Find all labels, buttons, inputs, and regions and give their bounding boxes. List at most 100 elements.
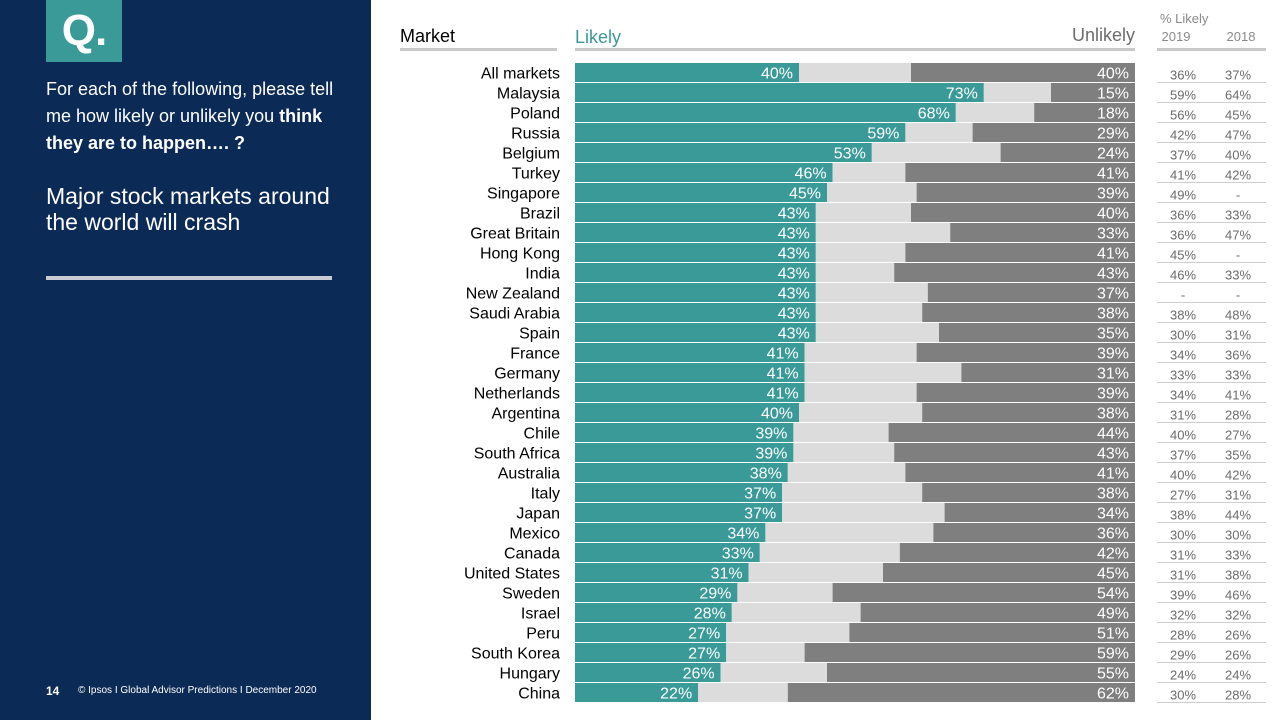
market-label: Peru [526, 626, 560, 643]
neutral-bar [827, 183, 917, 202]
market-label: Turkey [512, 166, 560, 183]
market-label: Brazil [520, 206, 560, 223]
neutral-bar [720, 663, 827, 682]
likely-bar [575, 503, 783, 522]
bars-header-rule [575, 48, 1135, 51]
likely-value-label: 59% [867, 126, 899, 143]
unlikely-bar [1051, 83, 1135, 102]
market-header-rule [400, 48, 557, 51]
neutral-bar [815, 223, 951, 242]
likely-2018-value: 33% [1225, 548, 1251, 563]
likely-2018-value: 64% [1225, 88, 1251, 103]
unlikely-bar [804, 643, 1135, 662]
neutral-bar [748, 563, 883, 582]
market-label: All markets [481, 66, 560, 83]
likely-2019-value: 46% [1170, 268, 1196, 283]
unlikely-bar [905, 243, 1135, 262]
question-text: For each of the following, please tell m… [46, 76, 346, 157]
unlikely-bar [950, 223, 1135, 242]
unlikely-header: Unlikely [1071, 25, 1135, 45]
likely-bar [575, 463, 788, 482]
market-label: Italy [531, 486, 560, 503]
likely-2018-value: 38% [1225, 568, 1251, 583]
market-label: Hungary [500, 666, 560, 683]
neutral-bar [815, 283, 928, 302]
neutral-bar [793, 423, 889, 442]
unlikely-value-label: 55% [1097, 666, 1129, 683]
likely-2018-value: 35% [1225, 448, 1251, 463]
likely-2018-value: 31% [1225, 328, 1251, 343]
likely-2019-value: 27% [1170, 488, 1196, 503]
likely-bar [575, 603, 732, 622]
unlikely-bar [849, 623, 1135, 642]
neutral-bar [804, 383, 917, 402]
likely-bar [575, 63, 799, 82]
unlikely-bar [905, 463, 1135, 482]
likely-value-label: 37% [744, 506, 776, 523]
unlikely-value-label: 43% [1097, 266, 1129, 283]
likely-2019-value: 32% [1170, 608, 1196, 623]
likely-value-label: 39% [755, 446, 787, 463]
likely-2018-value: - [1236, 288, 1240, 303]
neutral-bar [804, 343, 917, 362]
neutral-bar [726, 623, 850, 642]
likely-2018-value: 42% [1225, 468, 1251, 483]
market-label: France [510, 346, 560, 363]
likely-2019-value: 59% [1170, 88, 1196, 103]
likely-2018-value: 47% [1225, 228, 1251, 243]
likely-header: Likely [575, 27, 622, 47]
unlikely-value-label: 33% [1097, 226, 1129, 243]
likely-2018-value: 33% [1225, 208, 1251, 223]
market-header: Market [400, 26, 456, 46]
likely-bar [575, 383, 805, 402]
likely-bar [575, 423, 794, 442]
unlikely-bar [860, 603, 1135, 622]
unlikely-bar [1034, 103, 1135, 122]
unlikely-bar [905, 163, 1135, 182]
likely-bar [575, 223, 816, 242]
unlikely-value-label: 45% [1097, 566, 1129, 583]
unlikely-bar [961, 363, 1135, 382]
likely-bar [575, 563, 749, 582]
likely-2019-value: 30% [1170, 688, 1196, 703]
likely-bar [575, 623, 727, 642]
market-label: Canada [504, 546, 560, 563]
unlikely-value-label: 49% [1097, 606, 1129, 623]
unlikely-bar [894, 443, 1135, 462]
likely-value-label: 41% [767, 366, 799, 383]
neutral-bar [726, 643, 805, 662]
unlikely-value-label: 54% [1097, 586, 1129, 603]
likely-bar [575, 203, 816, 222]
unlikely-value-label: 38% [1097, 406, 1129, 423]
unlikely-value-label: 38% [1097, 306, 1129, 323]
market-label: Spain [519, 326, 560, 343]
likely-2019-value: 56% [1170, 108, 1196, 123]
likely-2018-value: 26% [1225, 648, 1251, 663]
likely-bar [575, 143, 872, 162]
market-label: Great Britain [470, 226, 560, 243]
unlikely-value-label: 31% [1097, 366, 1129, 383]
market-label: United States [464, 566, 560, 583]
market-label: Russia [511, 126, 560, 143]
market-label: Malaysia [497, 86, 560, 103]
likely-2019-value: 36% [1170, 208, 1196, 223]
unlikely-value-label: 39% [1097, 346, 1129, 363]
likely-bar [575, 163, 833, 182]
unlikely-value-label: 62% [1097, 686, 1129, 703]
likely-bar [575, 243, 816, 262]
unlikely-bar [939, 323, 1135, 342]
likely-2019-value: 34% [1170, 388, 1196, 403]
unlikely-bar [1000, 143, 1135, 162]
likely-value-label: 43% [778, 306, 810, 323]
market-label: South Korea [471, 646, 560, 663]
market-label: India [525, 266, 560, 283]
likely-bar [575, 443, 794, 462]
unlikely-bar [883, 563, 1135, 582]
unlikely-value-label: 41% [1097, 166, 1129, 183]
likely-bar [575, 403, 799, 422]
unlikely-bar [888, 423, 1135, 442]
year-2019-header: 2019 [1161, 29, 1191, 44]
likely-value-label: 41% [767, 386, 799, 403]
neutral-bar [731, 603, 861, 622]
